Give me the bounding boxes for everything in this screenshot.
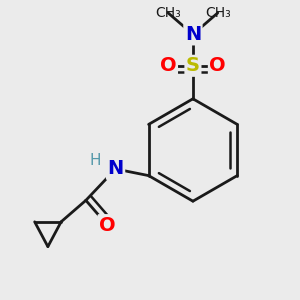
Text: N: N xyxy=(107,160,124,178)
Text: O: O xyxy=(160,56,176,75)
Text: O: O xyxy=(209,56,226,75)
Text: CH₃: CH₃ xyxy=(155,6,181,20)
Text: CH₃: CH₃ xyxy=(205,6,231,20)
Text: S: S xyxy=(186,56,200,75)
Text: O: O xyxy=(99,216,116,235)
Text: H: H xyxy=(89,153,101,168)
Text: N: N xyxy=(185,25,201,44)
